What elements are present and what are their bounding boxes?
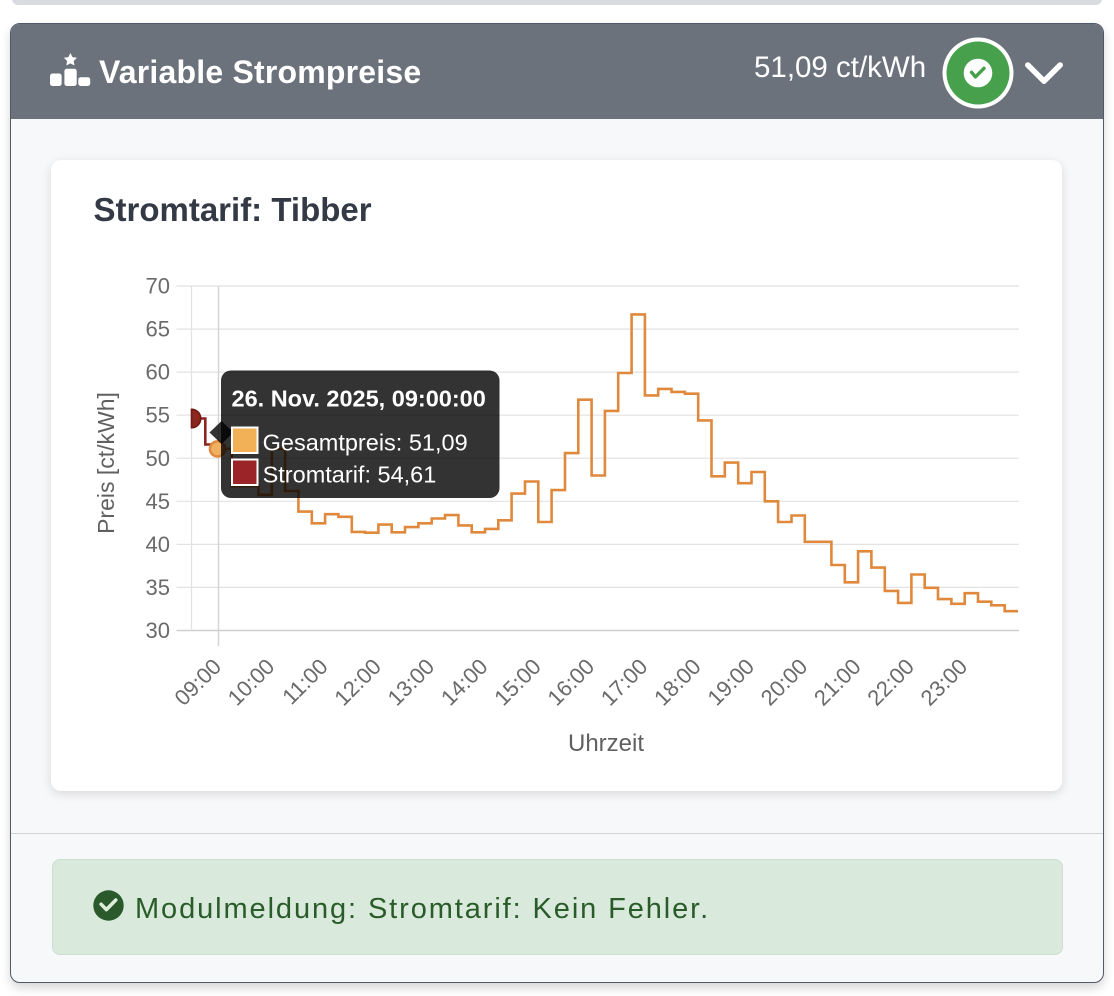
- svg-text:22:00: 22:00: [862, 653, 919, 710]
- svg-text:14:00: 14:00: [435, 653, 492, 710]
- svg-text:Gesamtpreis: 51,09: Gesamtpreis: 51,09: [262, 429, 467, 455]
- svg-text:13:00: 13:00: [382, 653, 439, 710]
- svg-text:09:00: 09:00: [169, 653, 226, 710]
- svg-text:40: 40: [145, 531, 169, 556]
- svg-text:35: 35: [145, 574, 169, 599]
- svg-text:21:00: 21:00: [809, 653, 866, 710]
- svg-text:23:00: 23:00: [915, 653, 972, 710]
- svg-text:45: 45: [145, 488, 169, 513]
- svg-text:65: 65: [145, 316, 169, 341]
- svg-text:19:00: 19:00: [702, 653, 759, 710]
- svg-text:Uhrzeit: Uhrzeit: [567, 730, 643, 757]
- svg-text:Preis [ct/kWh]: Preis [ct/kWh]: [93, 392, 119, 534]
- svg-text:26. Nov. 2025, 09:00:00: 26. Nov. 2025, 09:00:00: [231, 385, 485, 411]
- svg-text:15:00: 15:00: [489, 653, 546, 710]
- svg-text:70: 70: [145, 273, 169, 298]
- svg-text:Stromtarif: 54,61: Stromtarif: 54,61: [262, 461, 436, 487]
- svg-text:55: 55: [145, 402, 169, 427]
- svg-text:17:00: 17:00: [595, 653, 652, 710]
- svg-text:50: 50: [145, 445, 169, 470]
- svg-text:10:00: 10:00: [222, 653, 279, 710]
- svg-text:11:00: 11:00: [277, 653, 332, 708]
- svg-text:12:00: 12:00: [329, 653, 386, 710]
- svg-text:18:00: 18:00: [649, 653, 706, 710]
- svg-text:20:00: 20:00: [755, 653, 812, 710]
- svg-text:16:00: 16:00: [542, 653, 599, 710]
- svg-text:30: 30: [145, 618, 169, 643]
- svg-text:60: 60: [145, 359, 169, 384]
